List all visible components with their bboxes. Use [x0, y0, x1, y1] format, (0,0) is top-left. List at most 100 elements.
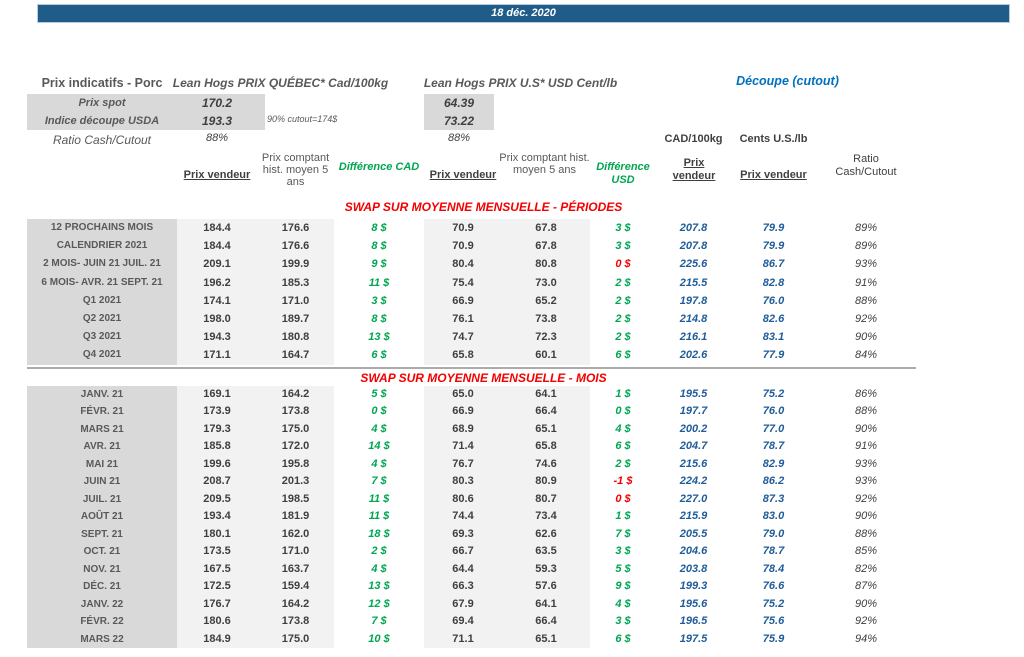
difference-usd-value: 2 $	[615, 457, 631, 470]
prix-comptant-cad-value: 175.0	[257, 420, 334, 438]
difference-cad-value: 11 $	[368, 492, 390, 505]
prix-comptant-cad-value: 181.9	[257, 508, 334, 526]
difference-cad-value: 8 $	[371, 240, 387, 253]
usda-cutout-index-usd: 73.22	[443, 114, 475, 128]
spot-price-cad: 170.2	[201, 96, 233, 110]
table-row: JUIL. 21 209.5 198.5 11 $ 80.6 80.7 0 $ 227.0 87…	[27, 490, 917, 508]
cutout-cents-value: 86.7	[762, 258, 785, 271]
ratio-cash-cutout-value: 88%	[854, 294, 878, 307]
cutout-cents-value: 79.9	[762, 240, 785, 253]
prix-vendeur-usd-value: 66.7	[424, 543, 502, 561]
prix-vendeur-usd-value: 66.9	[424, 291, 502, 310]
cutout-cad-value: 216.1	[679, 331, 708, 344]
ratio-cash-cutout-value: 90%	[854, 331, 878, 344]
table-row: 12 PROCHAINS MOIS 184.4 176.6 8 $ 70.9 67.8 3 …	[27, 219, 917, 238]
row-label: Q1 2021	[27, 291, 177, 310]
prix-comptant-usd-value: 73.4	[502, 508, 590, 526]
cutout-cents-value: 87.3	[762, 492, 785, 505]
prix-vendeur-cad-value: 185.8	[177, 438, 257, 456]
cutout-cents-value: 75.2	[762, 597, 785, 610]
swap-mois-header: SWAP SUR MOYENNE MENSUELLE - MOIS	[360, 371, 607, 385]
difference-usd-value: 9 $	[615, 580, 631, 592]
row-label: JANV. 22	[27, 595, 177, 613]
swap-mois-table: JANV. 21 169.1 164.2 5 $65.0 64.1 1 $195.5 75.…	[27, 385, 917, 648]
difference-cad-value: 12 $	[368, 597, 390, 610]
difference-usd-value: 2 $	[615, 312, 631, 325]
cutout-cad-value: 197.7	[679, 405, 708, 417]
cutout-cad-value: 200.2	[679, 422, 708, 435]
row-label: JUIN 21	[27, 473, 177, 491]
prix-vendeur-usd-value: 69.3	[424, 525, 502, 543]
spot-block-usd	[424, 94, 494, 130]
cutout-cents-value: 79.9	[762, 222, 785, 234]
difference-usd-value: 1 $	[615, 510, 631, 522]
prix-comptant-cad-value: 162.0	[257, 525, 334, 543]
prix-comptant-cad-value: 176.6	[257, 237, 334, 256]
prix-comptant-usd-value: 74.6	[502, 455, 590, 473]
difference-usd-value: -1 $	[613, 475, 633, 487]
ratio-cash-cutout-value: 82%	[854, 562, 878, 575]
section-divider	[27, 367, 916, 369]
prix-vendeur-usd-value: 75.4	[424, 273, 502, 292]
difference-usd-value: 4 $	[615, 422, 631, 435]
prix-comptant-usd-value: 59.3	[502, 560, 590, 578]
prix-comptant-usd-value: 57.6	[502, 578, 590, 596]
prix-comptant-usd-value: 80.7	[502, 490, 590, 508]
table-row: DÉC. 21 172.5 159.4 13 $ 66.3 57.6 9 $ 199.3 76.…	[27, 578, 917, 596]
ratio-cash-cutout-cad: 88%	[205, 132, 229, 144]
cutout-cents-value: 76.6	[762, 580, 785, 592]
table-row: MAI 21 199.6 195.8 4 $ 76.7 74.6 2 $ 215.6 82.9 9…	[27, 455, 917, 473]
row-label: MAI 21	[27, 455, 177, 473]
ratio-cash-cutout-value: 90%	[854, 597, 878, 610]
row-label: Q2 2021	[27, 309, 177, 329]
prix-comptant-cad-value: 172.0	[257, 438, 334, 456]
col-prix-comptant-usd: Prix comptant hist. moyen 5 ans	[499, 152, 590, 177]
prix-vendeur-usd-value: 76.1	[424, 309, 502, 329]
table-row: Q1 2021 174.1 171.0 3 $ 66.9 65.2 2 $ 197.8 76.0…	[27, 291, 917, 310]
table-row: AVR. 21 185.8 172.0 14 $ 71.4 65.8 6 $ 204.7 78.…	[27, 438, 917, 456]
prix-vendeur-cad-value: 167.5	[177, 560, 257, 578]
prix-vendeur-cad-value: 176.7	[177, 595, 257, 613]
table-row: CALENDRIER 2021 184.4 176.6 8 $ 70.9 67.8 3 $ 2…	[27, 237, 917, 256]
ratio-cash-cutout-value: 91%	[854, 440, 878, 452]
prix-vendeur-usd-value: 66.3	[424, 578, 502, 596]
prix-vendeur-cad-value: 194.3	[177, 328, 257, 347]
difference-usd-value: 3 $	[615, 240, 631, 253]
row-label: 2 MOIS- JUIN 21 JUIL. 21	[27, 255, 177, 274]
prix-comptant-cad-value: 171.0	[257, 543, 334, 561]
prix-vendeur-usd-value: 76.7	[424, 455, 502, 473]
difference-usd-value: 6 $	[615, 440, 631, 452]
prix-vendeur-cad-value: 180.1	[177, 525, 257, 543]
prix-vendeur-cad-value: 184.9	[177, 630, 257, 648]
cutout-cad-value: 197.8	[679, 294, 708, 307]
ratio-cash-cutout-value: 89%	[854, 240, 878, 253]
table-row: Q2 2021 198.0 189.7 8 $ 76.1 73.8 2 $ 214.8 82.6…	[27, 309, 917, 329]
difference-cad-value: 4 $	[371, 422, 387, 435]
ratio-cash-cutout-value: 85%	[854, 545, 878, 557]
prix-comptant-usd-value: 67.8	[502, 219, 590, 238]
cutout-cents-value: 83.1	[762, 331, 785, 344]
prix-vendeur-cad-value: 172.5	[177, 578, 257, 596]
cutout-cad-value: 224.2	[679, 475, 708, 487]
prix-comptant-cad-value: 189.7	[257, 309, 334, 329]
difference-cad-value: 4 $	[371, 457, 387, 470]
prix-vendeur-cad-value: 171.1	[177, 346, 257, 365]
cutout-cents-value: 76.0	[762, 405, 785, 417]
cutout-cad-value: 204.6	[679, 545, 708, 557]
col-difference-usd: Différence USD	[596, 161, 650, 186]
prix-comptant-cad-value: 201.3	[257, 473, 334, 491]
cutout-cad-value: 195.6	[679, 597, 708, 610]
prix-comptant-cad-value: 180.8	[257, 328, 334, 347]
ratio-cash-cutout-value: 88%	[854, 527, 878, 540]
difference-usd-value: 2 $	[615, 331, 631, 344]
col-prix-vendeur-cutout-cents: Prix vendeur	[740, 169, 807, 181]
usda-cutout-index-label: Indice découpe USDA	[44, 115, 160, 127]
ratio-cash-cutout-value: 94%	[854, 632, 878, 645]
prix-vendeur-cad-value: 174.1	[177, 291, 257, 310]
cutout-cad-value: 195.5	[679, 387, 708, 400]
us-market-title: Lean Hogs PRIX U.S* USD Cent/lb	[423, 76, 618, 90]
cutout-cad-value: 205.5	[679, 527, 708, 540]
spot-price-usd: 64.39	[443, 96, 475, 110]
table-row: FÉVR. 21 173.9 173.8 0 $ 66.9 66.4 0 $ 197.7 76.…	[27, 403, 917, 421]
